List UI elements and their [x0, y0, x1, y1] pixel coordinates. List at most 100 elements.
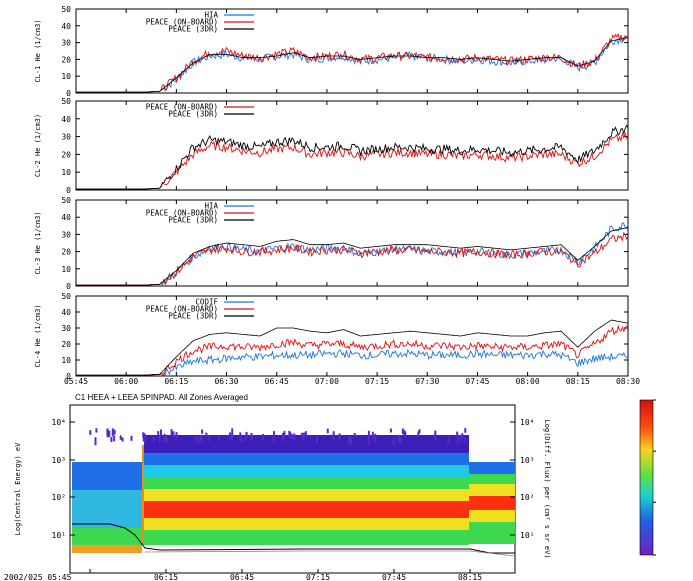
y-tick-label: 0	[66, 186, 71, 195]
spectrogram-band	[404, 431, 407, 437]
legend-label: PEACE (ON-BOARD)	[146, 305, 218, 314]
panel-4-ylabel: CL-4 He (1/cm3)	[34, 304, 42, 367]
spectrogram-band	[469, 510, 515, 522]
spectrogram-band	[158, 436, 161, 443]
spectrogram-band	[170, 429, 173, 436]
legend-label: CODIF	[195, 298, 218, 307]
panel-4-frame	[75, 295, 629, 377]
spectrogram-band	[300, 432, 303, 438]
legend-label: PEACE (3DR)	[168, 312, 218, 321]
legend-label: HIA	[204, 202, 218, 211]
spectrogram-band	[72, 490, 142, 530]
spectrogram-band	[290, 433, 293, 439]
y-tick-label: 10	[61, 265, 71, 274]
spectrogram-band	[367, 430, 370, 440]
x-tick-label: 06:30	[214, 377, 238, 386]
panel-1-frame	[75, 8, 629, 94]
spectrogram-band	[144, 518, 469, 530]
series-line-peace-3dr-	[76, 319, 629, 376]
spectrogram-band	[119, 435, 122, 440]
spectrogram-band	[197, 436, 200, 444]
y-tick-label: 40	[61, 308, 71, 317]
y-tick-label: 30	[61, 39, 71, 48]
spectrogram-band	[113, 435, 116, 442]
y-tick-label: 40	[61, 213, 71, 222]
spectrogram-band	[338, 433, 341, 440]
y-tick-label: 10³	[52, 456, 66, 465]
spectrogram-band	[459, 434, 462, 443]
spectrogram-band	[250, 432, 253, 441]
right-tick-label: 10²	[520, 493, 534, 502]
spectrogram-band	[368, 437, 371, 446]
spectrogram-band	[349, 437, 352, 446]
spectrogram-band	[113, 429, 116, 435]
spectrogram-band	[392, 438, 395, 446]
spectrogram-band	[205, 432, 208, 438]
spectrogram-band	[348, 436, 351, 445]
spectrogram-band	[130, 435, 133, 441]
spectrogram-band	[172, 431, 175, 438]
spectrogram-band	[94, 437, 97, 446]
spectrogram-band	[447, 436, 450, 445]
spectrogram-band	[418, 429, 421, 434]
spectrogram-band	[400, 437, 403, 443]
x-tick-label: 06:45	[265, 377, 289, 386]
right-tick-label: 10¹	[520, 531, 534, 540]
x-tick-label: 07:15	[365, 377, 389, 386]
y-tick-label: 30	[61, 324, 71, 333]
y-tick-label: 50	[61, 5, 71, 14]
y-tick-label: 10	[61, 168, 71, 177]
y-tick-label: 40	[61, 115, 71, 124]
y-tick-label: 20	[61, 340, 71, 349]
y-tick-label: 40	[61, 22, 71, 31]
y-tick-label: 0	[66, 282, 71, 291]
x-tick-label: 07:15	[306, 573, 330, 581]
y-tick-label: 0	[66, 372, 71, 381]
spectrogram-band	[469, 462, 515, 474]
x-tick-label: 08:15	[566, 377, 590, 386]
colorbar	[639, 399, 654, 556]
x-tick-label: 07:45	[382, 573, 406, 581]
spectrogram-band	[469, 496, 515, 510]
spectrogram-band	[262, 434, 264, 441]
spectrogram-band	[469, 522, 515, 544]
spectrogram-band	[456, 431, 459, 437]
spectrogram-band	[241, 437, 244, 444]
legend-label: PEACE (ON-BOARD)	[146, 209, 218, 218]
spectrogram-band	[326, 428, 329, 434]
x-tick-label: 07:00	[315, 377, 339, 386]
y-tick-label: 30	[61, 133, 71, 142]
spectrogram-band	[144, 453, 469, 465]
spectrogram-band	[218, 435, 220, 440]
spectrogram-band	[272, 437, 275, 444]
legend-label: PEACE (3DR)	[168, 110, 218, 119]
x-tick-label: 08:30	[616, 377, 640, 386]
y-tick-label: 10¹	[52, 531, 66, 540]
y-tick-label: 50	[61, 292, 71, 301]
spectrogram-band	[463, 437, 466, 443]
spectrogram-band	[316, 435, 319, 444]
spectrogram-band	[142, 445, 144, 545]
spectrogram-band	[469, 484, 515, 496]
spectrogram-band	[157, 431, 160, 438]
x-tick-label: 05:45	[64, 377, 88, 386]
spectrogram-band	[302, 434, 305, 441]
y-tick-label: 20	[61, 248, 71, 257]
spectrogram-band	[95, 428, 98, 433]
y-tick-label: 10²	[52, 493, 66, 502]
x-tick-label: 06:15	[164, 377, 188, 386]
x-tick-label: 08:15	[458, 573, 482, 581]
series-line-peace-3dr-	[76, 227, 629, 286]
y-tick-label: 10	[61, 356, 71, 365]
spectrogram-ylabel: Log(Central Energy) eV	[14, 442, 22, 536]
spectrogram-band	[152, 436, 155, 442]
legend-label: PEACE (3DR)	[168, 25, 218, 34]
spectrogram-band	[353, 433, 356, 438]
spectrogram-band	[108, 430, 111, 438]
y-tick-label: 50	[61, 97, 71, 106]
spectrogram-band	[456, 435, 459, 445]
spectrogram-band	[417, 431, 420, 437]
legend-label: PEACE (ON-BOARD)	[146, 103, 218, 112]
spectrogram-band	[144, 435, 469, 453]
